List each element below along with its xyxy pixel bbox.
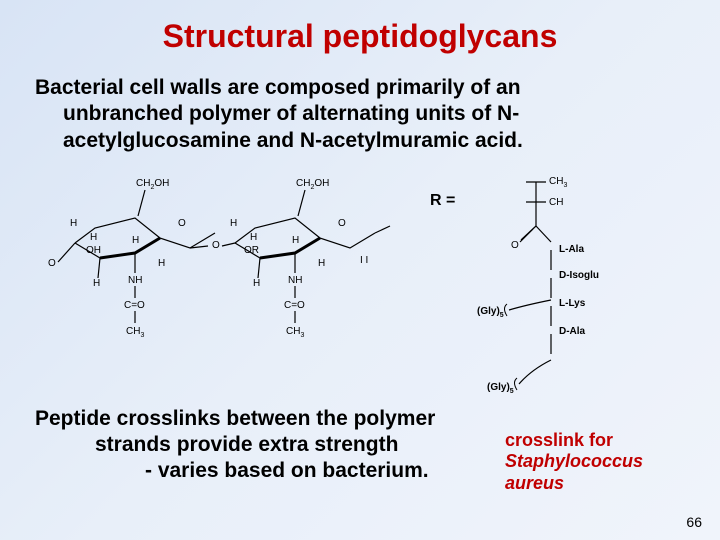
svg-text:L-Lys: L-Lys xyxy=(559,298,586,309)
svg-text:(Gly)5: (Gly)5 xyxy=(487,382,514,395)
r-group-peptide-structure: CH3 CH O L-Ala D-Isoglu (Gly)5 L-Lys D-A… xyxy=(471,170,606,400)
lower-line2: strands provide extra strength xyxy=(35,432,497,458)
crosslink-caption: crosslink for Staphylococcus aureus xyxy=(505,430,685,495)
svg-text:CH3: CH3 xyxy=(286,326,304,339)
svg-text:L-Ala: L-Ala xyxy=(559,244,584,255)
svg-text:NH: NH xyxy=(128,275,142,286)
caption-line2: Staphylococcus xyxy=(505,451,643,471)
svg-text:D-Isoglu: D-Isoglu xyxy=(559,270,599,281)
svg-text:I I: I I xyxy=(360,255,368,266)
svg-text:H: H xyxy=(292,235,299,246)
svg-text:OR: OR xyxy=(244,245,259,256)
svg-text:O: O xyxy=(511,240,519,251)
svg-text:C=O: C=O xyxy=(284,300,305,311)
intro-line2: unbranched polymer of alternating units … xyxy=(35,101,685,127)
svg-text:H: H xyxy=(90,232,97,243)
lower-line1: Peptide crosslinks between the polymer xyxy=(35,407,435,430)
svg-text:O: O xyxy=(178,218,186,229)
svg-text:H: H xyxy=(132,235,139,246)
svg-text:CH3: CH3 xyxy=(126,326,144,339)
chemistry-diagram-row: O CH2OH O H H OH O H H NH C=O CH3 H CH2O… xyxy=(0,162,720,404)
svg-text:OH: OH xyxy=(86,245,101,256)
svg-text:O: O xyxy=(212,240,220,251)
svg-text:H: H xyxy=(253,278,260,289)
intro-text: Bacterial cell walls are composed primar… xyxy=(0,55,720,162)
intro-line3: acetylglucosamine and N-acetylmuramic ac… xyxy=(35,128,685,154)
svg-text:CH: CH xyxy=(549,197,563,208)
svg-text:CH2OH: CH2OH xyxy=(136,178,169,191)
svg-text:H: H xyxy=(318,258,325,269)
lower-line3: - varies based on bacterium. xyxy=(35,458,497,484)
svg-text:CH2OH: CH2OH xyxy=(296,178,329,191)
svg-text:H: H xyxy=(70,218,77,229)
page-number: 66 xyxy=(686,514,702,530)
svg-text:H: H xyxy=(158,258,165,269)
slide-title: Structural peptidoglycans xyxy=(0,0,720,55)
svg-text:H: H xyxy=(250,232,257,243)
disaccharide-structure: O CH2OH O H H OH O H H NH C=O CH3 H CH2O… xyxy=(40,168,400,343)
caption-line3: aureus xyxy=(505,473,564,493)
svg-text:C=O: C=O xyxy=(124,300,145,311)
svg-text:NH: NH xyxy=(288,275,302,286)
svg-text:CH3: CH3 xyxy=(549,176,567,189)
svg-text:H: H xyxy=(93,278,100,289)
svg-text:O: O xyxy=(48,258,56,269)
svg-text:H: H xyxy=(230,218,237,229)
r-equals-label: R = xyxy=(430,192,455,210)
svg-text:O: O xyxy=(338,218,346,229)
svg-text:D-Ala: D-Ala xyxy=(559,326,586,337)
svg-text:(Gly)5: (Gly)5 xyxy=(477,306,504,319)
intro-line1: Bacterial cell walls are composed primar… xyxy=(35,76,521,99)
caption-line1: crosslink for xyxy=(505,430,613,450)
lower-text-block: Peptide crosslinks between the polymer s… xyxy=(0,404,720,495)
